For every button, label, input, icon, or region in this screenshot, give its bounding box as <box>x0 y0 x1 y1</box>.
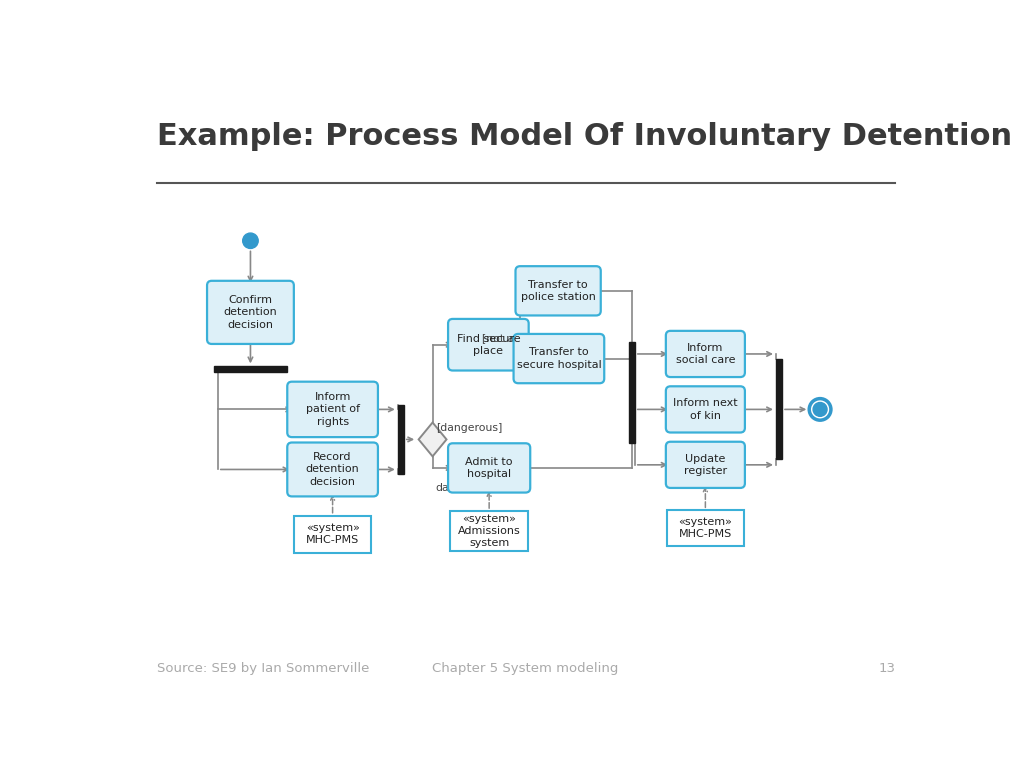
Text: Inform
social care: Inform social care <box>676 343 735 365</box>
FancyBboxPatch shape <box>666 386 744 432</box>
Bar <box>214 366 288 372</box>
Text: Admit to
hospital: Admit to hospital <box>465 457 513 479</box>
Circle shape <box>813 402 827 416</box>
Text: Confirm
detention
decision: Confirm detention decision <box>223 295 278 329</box>
FancyBboxPatch shape <box>449 443 530 492</box>
Text: «system»
MHC-PMS: «system» MHC-PMS <box>679 517 732 539</box>
Circle shape <box>243 233 258 249</box>
Text: «system»
Admissions
system: «system» Admissions system <box>458 514 520 548</box>
Text: [available]: [available] <box>526 346 584 356</box>
Bar <box>294 515 372 553</box>
Bar <box>397 405 403 474</box>
FancyBboxPatch shape <box>449 319 528 370</box>
Text: Update
register: Update register <box>684 454 727 476</box>
FancyBboxPatch shape <box>514 334 604 383</box>
Bar <box>629 343 635 442</box>
FancyBboxPatch shape <box>666 442 744 488</box>
Text: Inform next
of kin: Inform next of kin <box>673 398 737 421</box>
Text: «system»
MHC-PMS: «system» MHC-PMS <box>305 523 359 545</box>
FancyBboxPatch shape <box>515 266 601 316</box>
Circle shape <box>809 399 830 420</box>
FancyBboxPatch shape <box>666 331 744 377</box>
Text: Inform
patient of
rights: Inform patient of rights <box>305 392 359 427</box>
Polygon shape <box>419 422 446 456</box>
FancyBboxPatch shape <box>207 281 294 344</box>
Bar <box>667 510 744 546</box>
Text: [not available]: [not available] <box>482 333 561 343</box>
Text: [dangerous]: [dangerous] <box>435 423 502 433</box>
FancyBboxPatch shape <box>288 442 378 496</box>
Text: Source: SE9 by Ian Sommerville: Source: SE9 by Ian Sommerville <box>158 661 370 674</box>
Text: [not
dangerous]: [not dangerous] <box>435 472 498 493</box>
Text: Find secure
place: Find secure place <box>457 333 520 356</box>
Bar <box>451 511 528 551</box>
Text: Record
detention
decision: Record detention decision <box>306 452 359 487</box>
Bar <box>776 359 782 459</box>
Text: Example: Process Model Of Involuntary Detention: Example: Process Model Of Involuntary De… <box>158 122 1013 151</box>
Text: 13: 13 <box>879 661 895 674</box>
Text: Chapter 5 System modeling: Chapter 5 System modeling <box>431 661 618 674</box>
FancyBboxPatch shape <box>288 382 378 437</box>
Text: Transfer to
secure hospital: Transfer to secure hospital <box>516 347 601 369</box>
Text: Transfer to
police station: Transfer to police station <box>520 280 596 302</box>
